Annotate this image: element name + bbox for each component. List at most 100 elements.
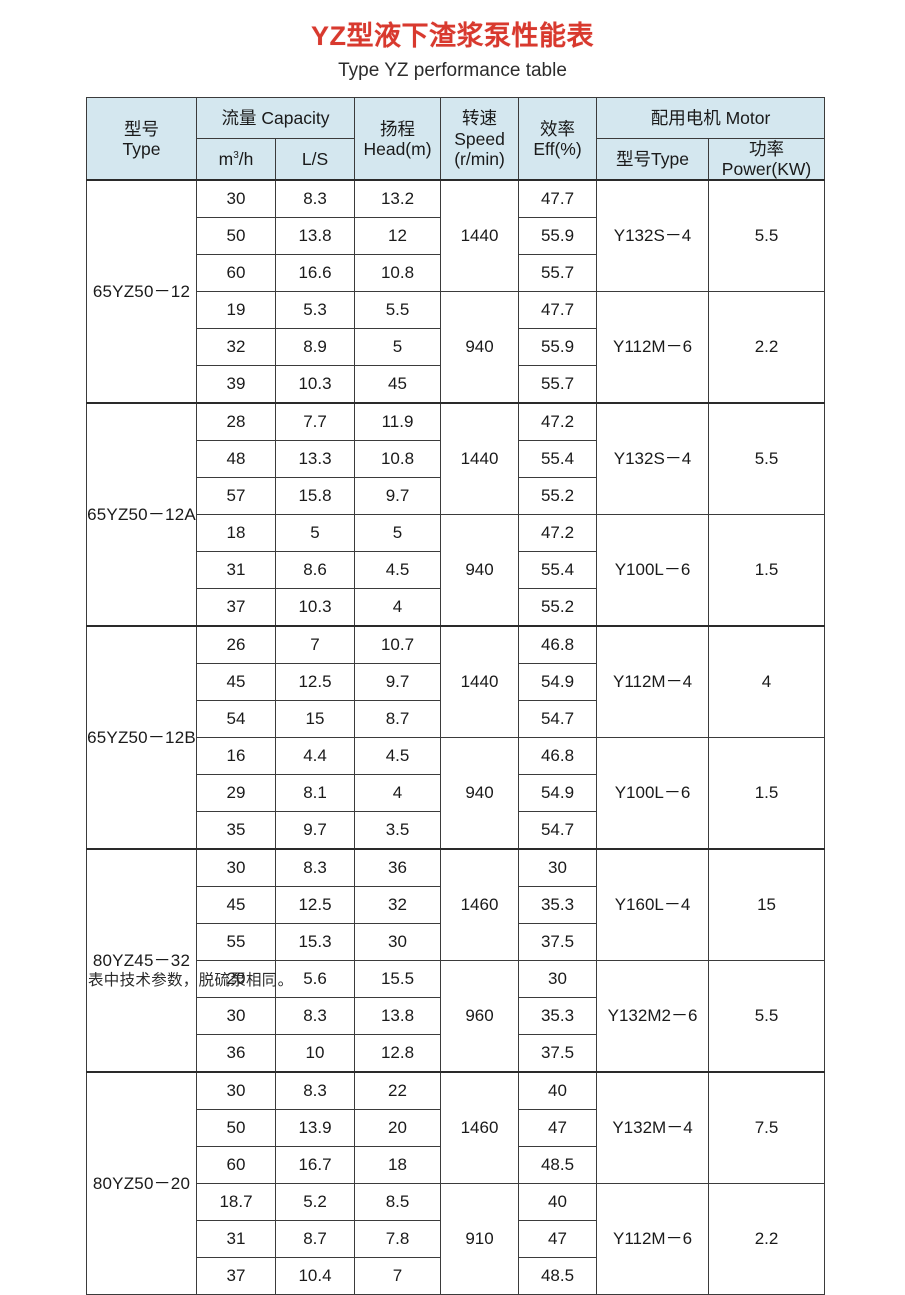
cell-efficiency: 47 <box>518 1109 598 1148</box>
cell-m3h: 31 <box>196 551 276 590</box>
cell-head: 12.8 <box>354 1034 442 1073</box>
table-row: 80YZ50－20 30 8.3 22 1460 40 Y132M－4 7.5 <box>86 1071 826 1295</box>
page-subtitle: Type YZ performance table <box>338 59 567 81</box>
cell-head: 13.8 <box>354 997 442 1036</box>
cell-efficiency: 55.2 <box>518 477 598 516</box>
cell-m3h: 48 <box>196 440 276 479</box>
header-speed-cn: 转速 <box>462 108 498 129</box>
cell-efficiency: 54.9 <box>518 774 598 813</box>
cell-head: 5 <box>354 328 442 367</box>
cell-m3h: 32 <box>196 328 276 367</box>
table-row: 19 5.3 5.5 940 47.7 Y112M－6 2.2 <box>87 291 826 404</box>
pump-type-cell: 80YZ50－20 <box>86 1071 197 1295</box>
pump-type-cell: 65YZ50－12 <box>86 179 197 404</box>
cell-ls: 5.2 <box>274 1183 356 1222</box>
cell-efficiency: 55.4 <box>518 440 598 479</box>
table-row: 50 13.8 12 55.9 <box>87 217 825 256</box>
cell-speed: 940 <box>440 514 520 627</box>
cell-m3h: 31 <box>196 1220 276 1259</box>
cell-head: 22 <box>354 1071 442 1111</box>
cell-ls: 12.5 <box>274 663 356 702</box>
header-motor: 配用电机 Motor <box>596 97 826 139</box>
title-block: YZ型液下渣浆泵性能表 Type YZ performance table <box>0 0 905 82</box>
table-row: 80YZ45－32 30 8.3 36 1460 30 Y160L－4 15 <box>86 848 826 1073</box>
cell-ls: 4.4 <box>274 737 356 776</box>
header-row-2: m3/h L/S 型号Type 功率Power(KW) <box>87 138 826 181</box>
cell-motor-power: 5.5 <box>708 402 826 516</box>
cell-ls: 15.3 <box>274 923 356 962</box>
cell-head: 12 <box>354 217 442 256</box>
cell-head: 13.2 <box>354 179 442 219</box>
header-m3h-tail: /h <box>238 149 254 170</box>
cell-efficiency: 55.4 <box>518 551 598 590</box>
header-m3h-base: m <box>218 149 234 170</box>
cell-motor-type: Y132M2－6 <box>596 960 710 1073</box>
cell-efficiency: 54.7 <box>518 700 598 739</box>
table-row: 65YZ50－12 30 8.3 13.2 1440 47.7 Y132S－4 5.5 <box>86 179 826 404</box>
table-row: 65YZ50－12B 26 7 10.7 1440 46.8 Y112M－4 4 <box>86 625 826 850</box>
cell-head: 10.8 <box>354 440 442 479</box>
cell-head: 5 <box>354 514 442 553</box>
cell-ls: 8.9 <box>274 328 356 367</box>
cell-motor-power: 4 <box>708 625 826 739</box>
header-capacity-m3h: m3/h <box>196 138 276 181</box>
cell-m3h: 28 <box>196 402 276 442</box>
cell-ls: 16.7 <box>274 1146 356 1185</box>
table-row: 32 8.9 5 55.9 <box>87 328 825 367</box>
cell-efficiency: 40 <box>518 1183 598 1222</box>
cell-ls: 13.8 <box>274 217 356 256</box>
cell-ls: 9.7 <box>274 811 356 850</box>
header-capacity-ls: L/S <box>274 138 356 181</box>
table-head: 型号 Type 流量 Capacity 扬程 Head(m) 转速 Speed … <box>86 97 826 181</box>
cell-m3h: 60 <box>196 1146 276 1185</box>
cell-motor-power: 1.5 <box>708 737 826 850</box>
cell-ls: 5.3 <box>274 291 356 330</box>
cell-speed: 910 <box>440 1183 520 1295</box>
cell-efficiency: 54.9 <box>518 663 598 702</box>
cell-efficiency: 47.2 <box>518 514 598 553</box>
cell-m3h: 37 <box>196 588 276 627</box>
header-motor-power: 功率Power(KW) <box>708 138 826 181</box>
cell-head: 10.8 <box>354 254 442 293</box>
cell-motor-power: 1.5 <box>708 514 826 627</box>
cell-head: 4.5 <box>354 737 442 776</box>
table-row: 57 15.8 9.7 55.2 <box>87 477 825 516</box>
cell-ls: 5 <box>274 514 356 553</box>
cell-m3h: 29 <box>196 774 276 813</box>
cell-motor-type: Y160L－4 <box>596 848 710 962</box>
header-m3h-sup: 3 <box>233 150 239 162</box>
header-head-en: Head(m) <box>363 138 432 159</box>
cell-head: 9.7 <box>354 477 442 516</box>
cell-efficiency: 55.7 <box>518 365 598 404</box>
table-row: 35 9.7 3.5 54.7 <box>87 811 825 850</box>
cell-head: 18 <box>354 1146 442 1185</box>
cell-motor-power: 2.2 <box>708 1183 826 1295</box>
cell-speed: 1440 <box>440 625 520 739</box>
cell-m3h: 39 <box>196 365 276 404</box>
cell-ls: 8.7 <box>274 1220 356 1259</box>
header-head: 扬程 Head(m) <box>354 97 442 181</box>
cell-efficiency: 35.3 <box>518 997 598 1036</box>
cell-head: 20 <box>354 1109 442 1148</box>
pump-type-cell: 65YZ50－12B <box>86 625 197 850</box>
cell-m3h: 30 <box>196 848 276 888</box>
cell-motor-power: 2.2 <box>708 291 826 404</box>
header-type-cn: 型号 <box>124 118 159 139</box>
cell-speed: 1440 <box>440 402 520 516</box>
cell-motor-type: Y112M－6 <box>596 1183 710 1295</box>
cell-ls: 7 <box>274 625 356 665</box>
cell-head: 7 <box>354 1257 442 1295</box>
cell-head: 30 <box>354 923 442 962</box>
cell-speed: 1460 <box>440 848 520 962</box>
cell-head: 5.5 <box>354 291 442 330</box>
cell-efficiency: 48.5 <box>518 1146 598 1185</box>
table-row: 18 5 5 940 47.2 Y100L－6 1.5 <box>87 514 826 627</box>
header-efficiency: 效率 Eff(%) <box>518 97 598 181</box>
cell-head: 32 <box>354 886 442 925</box>
cell-motor-type: Y132S－4 <box>596 402 710 516</box>
cell-efficiency: 47.2 <box>518 402 598 442</box>
cell-ls: 10.3 <box>274 365 356 404</box>
cell-ls: 15.8 <box>274 477 356 516</box>
cell-motor-power: 15 <box>708 848 826 962</box>
